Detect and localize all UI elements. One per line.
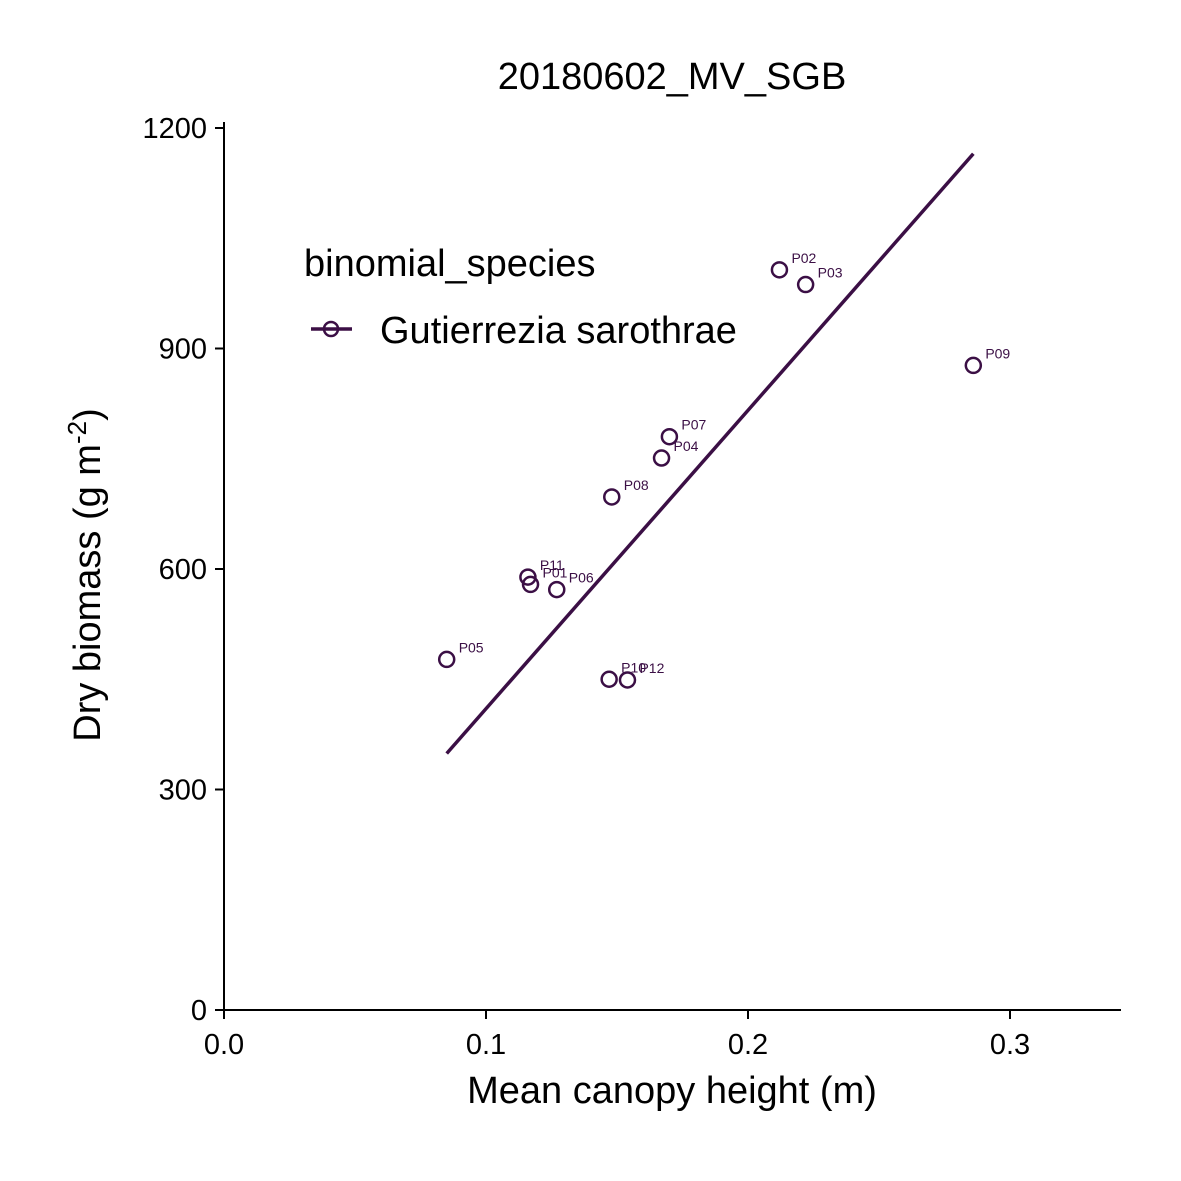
x-tick-label: 0.1	[466, 1029, 506, 1061]
data-point-p03	[796, 275, 815, 294]
point-label-p01: P01	[543, 564, 568, 580]
data-point-p07	[660, 427, 679, 446]
y-tick-label: 0	[191, 995, 207, 1027]
point-label-p03: P03	[818, 265, 843, 281]
y-tick-label: 300	[159, 775, 207, 807]
chart-title: 20180602_MV_SGB	[498, 56, 847, 98]
point-label-p08: P08	[624, 477, 649, 493]
data-point-p04	[652, 449, 671, 467]
y-ticks: 0 300 600 900 1200	[142, 113, 224, 1027]
data-point-p12	[618, 671, 637, 689]
legend-label: Gutierrezia sarothrae	[380, 310, 737, 352]
data-point-p01	[521, 575, 540, 594]
x-tick-label: 0.3	[990, 1029, 1030, 1061]
legend-title: binomial_species	[304, 243, 596, 285]
point-label-p05: P05	[459, 639, 484, 655]
x-ticks: 0.0 0.1 0.2 0.3	[204, 1010, 1030, 1061]
y-axis-title: Dry biomass (g m-2)	[62, 408, 109, 742]
data-point-p10	[600, 670, 618, 688]
point-label-p11: P11	[540, 557, 564, 573]
data-point-p06	[547, 580, 566, 599]
y-tick-label: 1200	[142, 113, 207, 145]
point-label-p06: P06	[569, 570, 594, 586]
fit-line	[445, 152, 975, 755]
x-tick-label: 0.0	[204, 1029, 244, 1061]
data-point-p09	[964, 356, 983, 375]
point-label-p12: P12	[639, 660, 664, 676]
legend-key-marker	[322, 320, 340, 338]
y-axis-title-sup: -2	[62, 421, 92, 444]
x-axis-title: Mean canopy height (m)	[467, 1070, 877, 1112]
axes: 0 300 600 900 1200 0.0 0.1 0.2 0.3	[142, 113, 1121, 1061]
data-point-p02	[770, 261, 789, 279]
y-axis-title-main: Dry biomass (g m	[67, 444, 109, 742]
y-tick-label: 900	[159, 334, 207, 366]
data-point-p05	[437, 650, 456, 669]
point-label-p09: P09	[985, 345, 1010, 361]
point-label-p04: P04	[674, 438, 699, 454]
y-tick-label: 600	[159, 554, 207, 586]
data-point-p08	[603, 488, 621, 506]
x-tick-label: 0.2	[728, 1029, 768, 1061]
data-point-p11	[519, 568, 537, 586]
legend: binomial_species Gutierrezia sarothrae	[304, 243, 737, 352]
y-axis-title-close: )	[67, 408, 109, 421]
legend-key	[311, 320, 352, 338]
point-label-p02: P02	[791, 250, 816, 266]
point-label-p07: P07	[681, 417, 706, 433]
